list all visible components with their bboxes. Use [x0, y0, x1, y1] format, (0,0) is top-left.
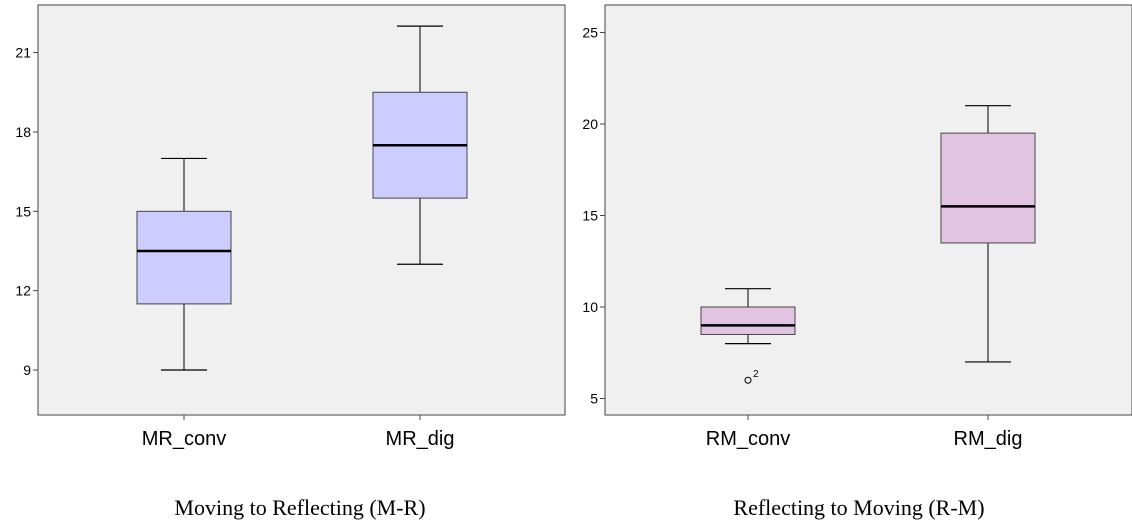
outlier-label: 2: [753, 369, 759, 380]
plot-area: [37, 4, 566, 416]
plot-area: [604, 4, 1132, 416]
chart-panel-moving-to-reflecting: 9 12 15 18 21 MR_conv MR_dig Moving to Reflec…: [15, 4, 566, 520]
x-category-label: MR_dig: [386, 428, 455, 450]
y-tick-label: 15: [582, 207, 598, 223]
y-tick-label: 10: [582, 299, 598, 315]
y-tick-label: 5: [590, 391, 598, 407]
chart-panel-reflecting-to-moving: 5 10 15 20 25 2 RM_conv RM_dig Reflecting to …: [582, 4, 1132, 520]
outlier-point: [744, 376, 752, 384]
boxplot-rm-conv: 2: [700, 288, 796, 384]
x-axis-category-labels: RM_conv RM_dig: [706, 415, 1023, 450]
y-tick-label: 18: [15, 124, 31, 140]
chart-caption: Moving to Reflecting (M-R): [174, 495, 425, 520]
y-tick-label: 15: [15, 203, 31, 219]
boxplot-rm-dig: [940, 105, 1036, 363]
boxplot-mr-conv: [136, 157, 232, 371]
boxplot-mr-dig: [372, 25, 468, 265]
y-tick-label: 12: [15, 283, 31, 299]
y-axis: 9 12 15 18 21: [15, 45, 38, 378]
chart-caption: Reflecting to Moving (R-M): [733, 495, 984, 520]
y-tick-label: 25: [582, 24, 598, 40]
y-tick-label: 20: [582, 116, 598, 132]
boxplots: 2: [700, 105, 1036, 384]
iqr-box: [700, 306, 796, 335]
y-tick-label: 9: [23, 362, 31, 378]
x-axis-category-labels: MR_conv MR_dig: [142, 415, 455, 450]
x-category-label: RM_conv: [706, 428, 790, 450]
boxplots: [136, 25, 468, 371]
x-category-label: RM_dig: [954, 428, 1023, 450]
iqr-box: [940, 132, 1036, 244]
iqr-box: [136, 210, 232, 305]
y-tick-label: 21: [15, 45, 31, 61]
x-category-label: MR_conv: [142, 428, 226, 450]
y-axis: 5 10 15 20 25: [582, 24, 605, 407]
